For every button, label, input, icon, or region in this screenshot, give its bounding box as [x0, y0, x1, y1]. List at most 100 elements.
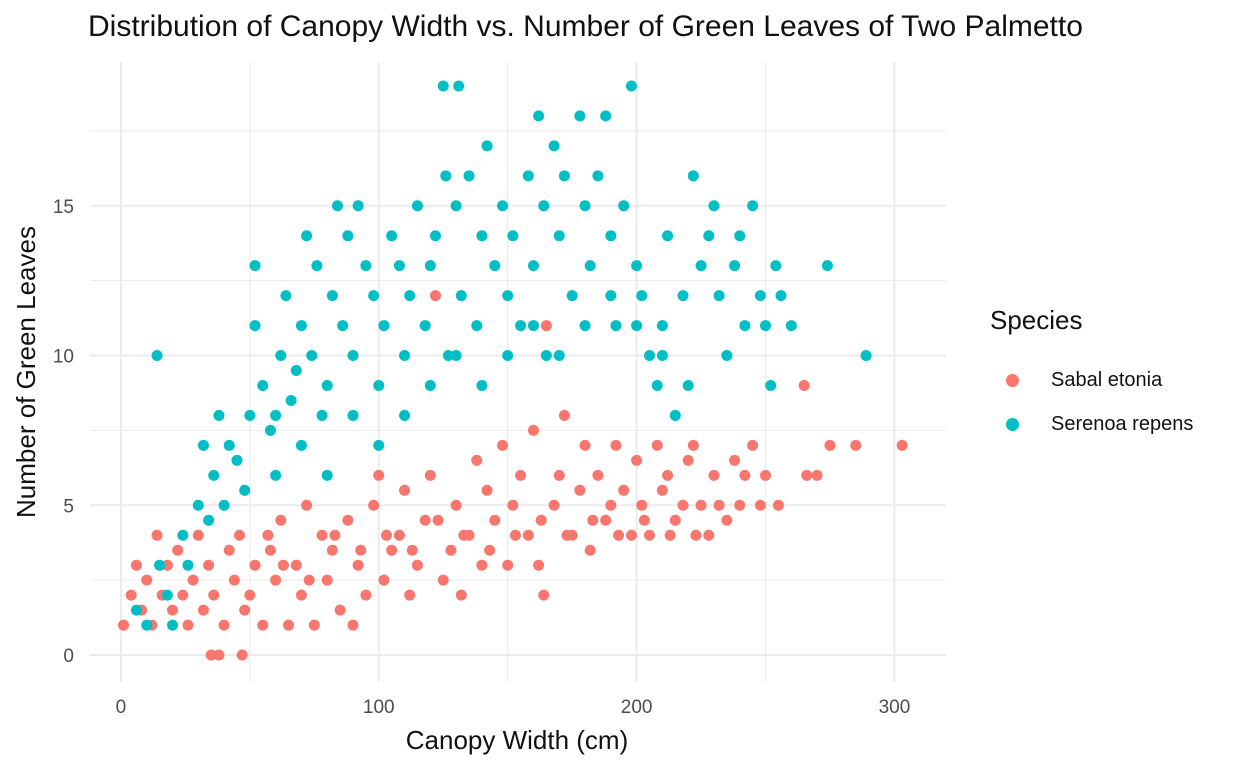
data-point: [656, 350, 668, 362]
data-point: [739, 469, 751, 481]
data-point: [579, 200, 591, 212]
data-point: [306, 350, 318, 362]
data-point: [368, 290, 380, 302]
data-point: [708, 200, 720, 212]
data-point: [203, 559, 215, 571]
data-point: [277, 559, 289, 571]
data-point: [561, 529, 573, 541]
data-point: [257, 619, 269, 631]
data-point: [329, 529, 341, 541]
data-point: [151, 529, 163, 541]
data-point: [290, 365, 302, 377]
data-point: [450, 350, 462, 362]
data-point: [824, 439, 836, 451]
data-point: [373, 469, 385, 481]
data-point: [440, 170, 452, 182]
data-point: [161, 589, 173, 601]
data-point: [592, 170, 604, 182]
data-point: [497, 439, 509, 451]
data-point: [192, 499, 204, 511]
data-point: [687, 439, 699, 451]
data-point: [177, 529, 189, 541]
data-point: [228, 574, 240, 586]
data-point: [605, 499, 617, 511]
data-point: [538, 589, 550, 601]
data-point: [125, 589, 137, 601]
data-point: [381, 529, 393, 541]
data-point: [301, 230, 313, 242]
data-point: [118, 619, 130, 631]
data-point: [223, 439, 235, 451]
data-point: [631, 320, 643, 332]
data-point: [239, 484, 251, 496]
data-point: [424, 260, 436, 272]
data-point: [141, 574, 153, 586]
data-point: [453, 80, 465, 92]
data-point: [270, 469, 282, 481]
data-point: [760, 469, 772, 481]
data-point: [404, 290, 416, 302]
data-point: [651, 439, 663, 451]
data-point: [548, 140, 560, 152]
data-point: [476, 559, 488, 571]
x-tick-label: 0: [116, 697, 127, 718]
data-point: [213, 409, 225, 421]
data-point: [316, 409, 328, 421]
legend-swatch: [1006, 417, 1019, 431]
data-point: [638, 514, 650, 526]
data-point: [262, 529, 274, 541]
data-point: [695, 499, 707, 511]
data-point: [270, 409, 282, 421]
data-point: [172, 544, 184, 556]
data-point: [821, 260, 833, 272]
data-point: [192, 529, 204, 541]
data-point: [860, 350, 872, 362]
data-point: [587, 514, 599, 526]
data-point: [721, 350, 733, 362]
data-point: [249, 320, 261, 332]
data-point: [515, 320, 527, 332]
data-point: [553, 350, 565, 362]
data-point: [798, 379, 810, 391]
data-point: [429, 230, 441, 242]
data-point: [625, 80, 637, 92]
data-point: [481, 140, 493, 152]
data-point: [236, 649, 248, 661]
data-point: [850, 439, 862, 451]
data-point: [208, 589, 220, 601]
chart-title: Distribution of Canopy Width vs. Number …: [88, 10, 1083, 43]
y-tick-label: 0: [63, 646, 74, 667]
data-point: [316, 529, 328, 541]
data-point: [347, 350, 359, 362]
data-point: [651, 379, 663, 391]
data-point: [270, 574, 282, 586]
data-point: [574, 484, 586, 496]
data-point: [257, 379, 269, 391]
data-point: [610, 439, 622, 451]
data-point: [424, 379, 436, 391]
data-point: [631, 454, 643, 466]
y-tick-label: 15: [53, 197, 74, 218]
x-tick-label: 100: [363, 697, 395, 718]
data-point: [197, 604, 209, 616]
data-point: [393, 529, 405, 541]
data-point: [399, 409, 411, 421]
data-point: [197, 439, 209, 451]
legend-item: Serenoa repens: [990, 402, 1193, 446]
data-point: [239, 604, 251, 616]
data-point: [713, 499, 725, 511]
data-point: [538, 200, 550, 212]
data-point: [669, 409, 681, 421]
data-point: [625, 529, 637, 541]
data-point: [303, 574, 315, 586]
data-point: [419, 320, 431, 332]
data-point: [154, 559, 166, 571]
data-point: [360, 589, 372, 601]
data-point: [765, 379, 777, 391]
data-point: [141, 619, 153, 631]
data-point: [703, 529, 715, 541]
data-point: [811, 469, 823, 481]
data-point: [471, 454, 483, 466]
data-point: [450, 200, 462, 212]
data-point: [566, 290, 578, 302]
